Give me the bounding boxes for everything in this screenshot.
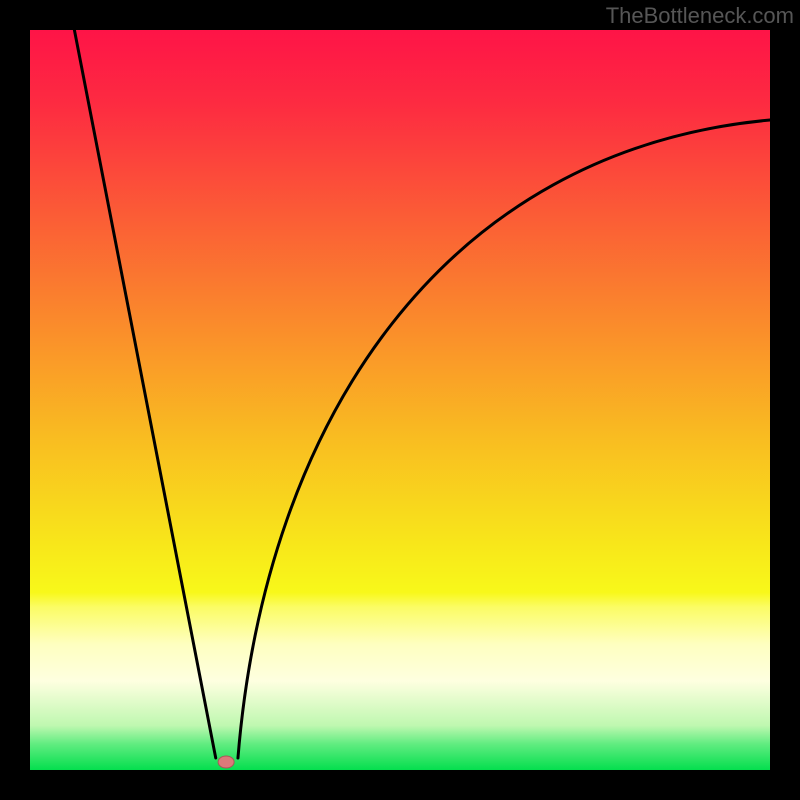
minimum-marker xyxy=(218,756,234,768)
chart-stage: TheBottleneck.com xyxy=(0,0,800,800)
attribution-text: TheBottleneck.com xyxy=(606,3,794,29)
chart-svg xyxy=(0,0,800,800)
